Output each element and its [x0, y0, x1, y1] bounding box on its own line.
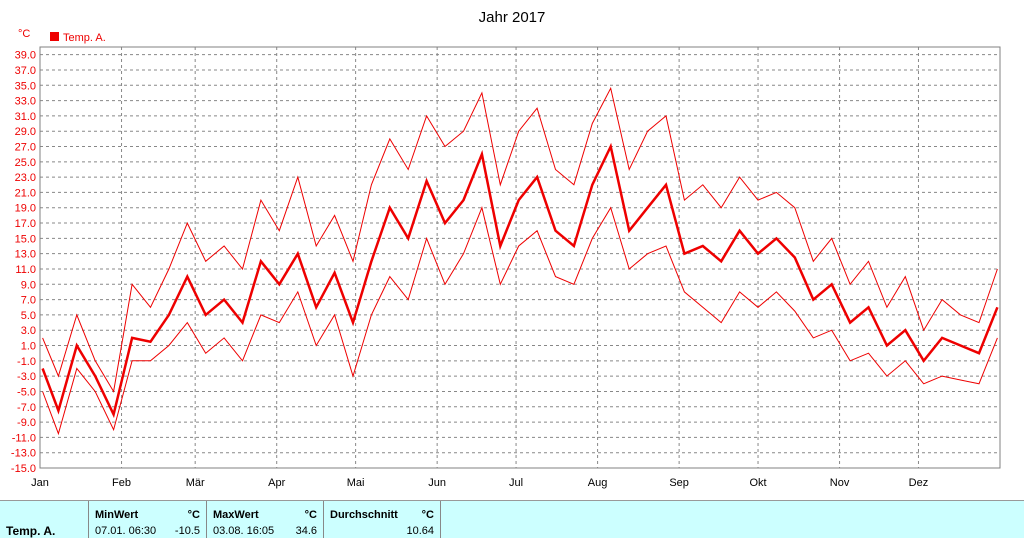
y-tick-label: 27.0 [15, 142, 36, 154]
stats-max-cell: MaxWert °C 03.08. 16:05 34.6 [206, 501, 323, 538]
avg-header: Durchschnitt [330, 509, 398, 521]
y-tick-label: 21.0 [15, 187, 36, 199]
y-tick-label: -5.0 [17, 386, 36, 398]
y-tick-label: 35.0 [15, 80, 36, 92]
legend-swatch [50, 32, 59, 41]
y-tick-label: 31.0 [15, 111, 36, 123]
avg-unit: °C [421, 509, 434, 521]
y-tick-label: -15.0 [11, 463, 36, 475]
chart: Jahr 2017 °C Temp. A. 39.0 37.0 35.0 33.0 31… [11, 9, 1001, 489]
legend-label: Temp. A. [63, 32, 106, 44]
y-axis-unit: °C [18, 28, 30, 40]
y-tick-label: -1.0 [17, 356, 36, 368]
y-tick-label: 5.0 [21, 310, 36, 322]
series-min-line [42, 206, 998, 436]
series-mean-line [41, 142, 999, 419]
min-when: 07.01. 06:30 [95, 525, 157, 537]
y-ticks: 39.0 37.0 35.0 33.0 31.0 29.0 27.0 25.0 23.0 21.0… [11, 50, 36, 475]
plot-frame [39, 46, 1001, 469]
y-tick-label: 15.0 [15, 233, 36, 245]
y-tick-label: -13.0 [11, 448, 36, 460]
max-value: 34.6 [295, 525, 317, 537]
y-tick-label: 13.0 [15, 249, 36, 261]
y-tick-label: 29.0 [15, 126, 36, 138]
y-tick-label: 33.0 [15, 96, 36, 108]
y-tick-label: 23.0 [15, 172, 36, 184]
series [41, 86, 999, 436]
y-tick-label: 9.0 [21, 279, 36, 291]
max-header: MaxWert [213, 509, 259, 521]
x-tick-label: Apr [268, 477, 285, 489]
x-tick-label: Nov [830, 477, 850, 489]
x-tick-label: Jun [428, 477, 446, 489]
y-tick-label: 3.0 [21, 325, 36, 337]
x-ticks: Jan Feb Mär Apr Mai Jun Jul Aug Sep Okt Nov Dez [31, 477, 928, 489]
y-tick-label: 1.0 [21, 341, 36, 353]
series-max-line [42, 86, 998, 393]
avg-value: 10.64 [406, 525, 434, 537]
stats-table: Temp. A. MinWert °C 07.01. 06:30 -10.5 M… [0, 500, 1024, 538]
x-tick-label: Dez [909, 477, 929, 489]
x-tick-label: Sep [669, 477, 689, 489]
grid [40, 47, 1000, 469]
x-tick-label: Mai [347, 477, 365, 489]
stats-min-cell: MinWert °C 07.01. 06:30 -10.5 [88, 501, 206, 538]
y-tick-label: 11.0 [15, 264, 36, 276]
y-tick-label: -9.0 [17, 417, 36, 429]
y-tick-label: 39.0 [15, 50, 36, 62]
y-tick-label: -11.0 [12, 432, 36, 444]
y-tick-label: 7.0 [21, 295, 36, 307]
y-tick-label: 25.0 [15, 157, 36, 169]
chart-title: Jahr 2017 [479, 9, 546, 26]
min-unit: °C [187, 509, 200, 521]
y-tick-label: 37.0 [15, 65, 36, 77]
y-tick-label: -3.0 [17, 371, 36, 383]
y-tick-label: -7.0 [17, 402, 36, 414]
min-header: MinWert [95, 509, 139, 521]
min-value: -10.5 [174, 525, 200, 537]
y-tick-label: 19.0 [15, 203, 36, 215]
max-when: 03.08. 16:05 [213, 525, 275, 537]
x-tick-label: Okt [749, 477, 766, 489]
max-unit: °C [304, 509, 317, 521]
stats-avg-cell: Durchschnitt °C 10.64 [323, 501, 441, 538]
y-tick-label: 17.0 [15, 218, 36, 230]
stats-row-label: Temp. A. [6, 524, 56, 538]
x-tick-label: Jul [509, 477, 523, 489]
x-tick-label: Aug [588, 477, 608, 489]
x-tick-label: Mär [186, 477, 205, 489]
x-tick-label: Feb [112, 477, 131, 489]
x-tick-label: Jan [31, 477, 49, 489]
